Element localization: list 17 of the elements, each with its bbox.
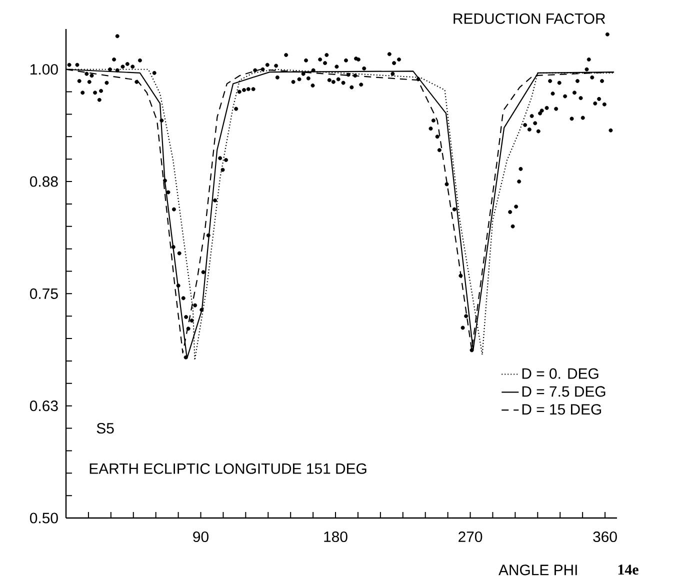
y-tick-label: 0.75	[30, 288, 58, 299]
y-tick-label: 1.00	[30, 64, 58, 75]
y-tick-label: 0.88	[30, 176, 58, 187]
x-tick-label: 180	[324, 531, 348, 542]
y-tick-label: 0.63	[30, 400, 58, 412]
legend-label: D = 15 DEG	[522, 404, 602, 415]
x-axis-title: ANGLE PHI	[498, 564, 577, 576]
y-axis-title: REDUCTION FACTOR	[454, 13, 606, 24]
annotation: EARTH ECLIPTIC LONGITUDE 151 DEG	[90, 463, 366, 474]
annotation: S5	[96, 422, 114, 434]
x-tick-label: 90	[193, 531, 208, 542]
legend-label: D = 7.5 DEG	[522, 386, 606, 397]
x-tick-label: 270	[458, 531, 482, 542]
text: 14e	[618, 564, 638, 575]
x-tick-label: 360	[593, 531, 617, 542]
y-tick-label: 0.50	[30, 512, 58, 524]
legend-label: D = 0. DEG	[522, 368, 598, 379]
